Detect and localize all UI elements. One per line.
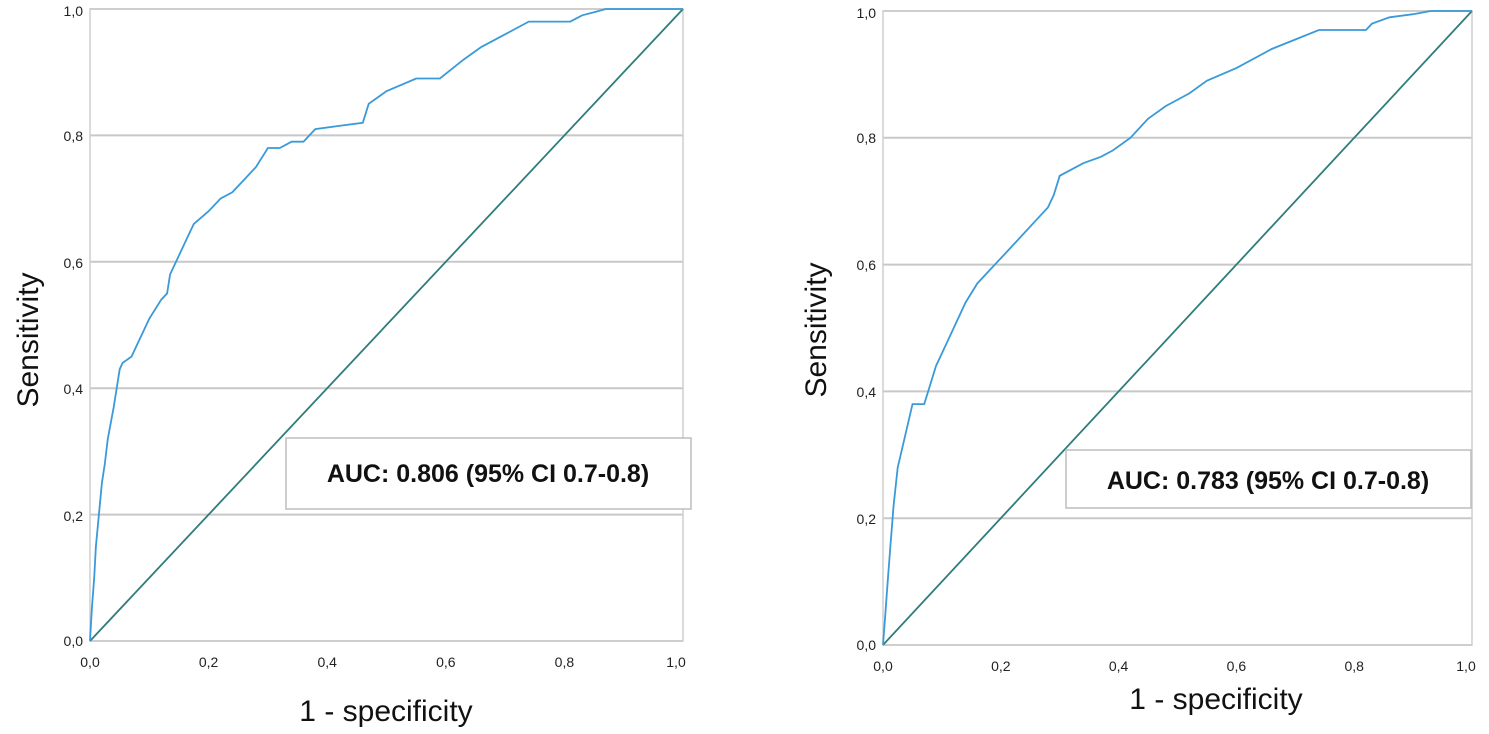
roc-panel-left: 0,0 0,2 0,4 0,6 0,8 1,0 0,0 0,2 0,4 0,6 …: [12, 3, 692, 728]
roc-curve-left: [89, 8, 683, 642]
x-tick-right-4: 0,8: [1344, 658, 1364, 674]
y-tick-right-0: 0,0: [857, 637, 877, 653]
y-tick-left-1: 0,2: [64, 508, 84, 524]
x-tick-right-2: 0,4: [1109, 658, 1129, 674]
y-tick-right-5: 1,0: [857, 5, 877, 21]
y-tick-left-4: 0,8: [64, 128, 84, 144]
x-tick-left-2: 0,4: [317, 654, 337, 670]
auc-annotation-box-left: [285, 437, 692, 510]
y-tick-right-1: 0,2: [857, 511, 877, 527]
plot-frame-left: [89, 8, 684, 642]
x-tick-right-0: 0,0: [873, 658, 893, 674]
x-tick-left-1: 0,2: [199, 654, 219, 670]
y-tick-left-3: 0,6: [64, 255, 84, 271]
y-axis-title-left: Sensitivity: [12, 272, 45, 407]
auc-annotation-left: AUC: 0.806 (95% CI 0.7-0.8): [327, 460, 649, 488]
y-tick-left-0: 0,0: [64, 633, 84, 649]
x-tick-right-1: 0,2: [991, 658, 1011, 674]
y-tick-left-5: 1,0: [64, 3, 84, 19]
x-tick-left-4: 0,8: [555, 654, 575, 670]
y-tick-right-2: 0,4: [857, 384, 877, 400]
y-tick-left-2: 0,4: [64, 381, 84, 397]
x-tick-left-0: 0,0: [80, 654, 100, 670]
plot-frame-right: [882, 10, 1473, 646]
x-axis-title-right: 1 - specificity: [1129, 683, 1302, 716]
auc-annotation-right: AUC: 0.783 (95% CI 0.7-0.8): [1107, 467, 1429, 495]
roc-curve-right: [882, 10, 1472, 646]
auc-annotation-box-right: [1065, 449, 1472, 509]
y-tick-right-3: 0,6: [857, 257, 877, 273]
x-tick-left-5: 1,0: [666, 654, 686, 670]
y-tick-right-4: 0,8: [857, 130, 877, 146]
x-tick-right-3: 0,6: [1227, 658, 1247, 674]
reference-line-left: [89, 8, 684, 642]
x-tick-left-3: 0,6: [436, 654, 456, 670]
roc-panel-right: 0,0 0,2 0,4 0,6 0,8 1,0 0,0 0,2 0,4 0,6 …: [800, 5, 1476, 716]
x-axis-title-left: 1 - specificity: [299, 695, 472, 728]
y-axis-title-right: Sensitivity: [800, 262, 833, 397]
x-tick-right-5: 1,0: [1456, 658, 1476, 674]
reference-line-right: [882, 10, 1473, 646]
